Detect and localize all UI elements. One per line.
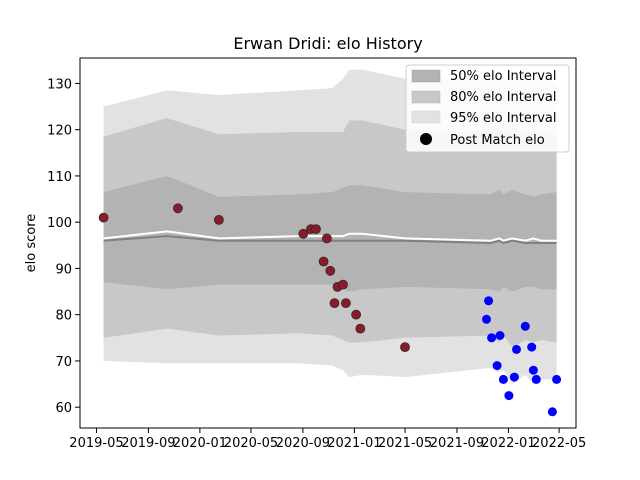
post-match-point [482,314,491,324]
post-match-point [329,298,340,309]
post-match-point [318,256,329,267]
y-axis-label: elo score [24,214,39,273]
post-match-point [298,228,309,239]
x-tick-label: 2019-09 [121,436,175,451]
post-match-point [172,203,183,214]
median-elo-line [103,235,557,245]
post-match-point [528,365,538,375]
y-tick-label: 130 [47,77,72,92]
post-match-point [484,296,494,306]
y-tick-label: 70 [55,355,72,370]
y-tick-label: 100 [47,216,72,231]
x-tick-label: 2019-05 [69,436,123,451]
post-match-point [552,374,562,384]
chart-title: Erwan Dridi: elo History [233,34,422,53]
x-tick-label: 2022-05 [532,436,586,451]
post-match-point [311,224,321,235]
post-match-point [512,344,521,354]
legend-marker-point [420,133,432,145]
legend-entry-points: Post Match elo [450,133,545,148]
post-match-point [400,342,410,353]
post-match-point [338,279,348,290]
legend-swatch-50 [411,69,441,83]
post-match-point [509,372,519,382]
post-match-point [495,331,505,340]
post-match-point [213,214,224,225]
x-tick-label: 2022-01 [481,436,535,451]
y-tick-label: 60 [55,401,72,416]
x-tick-label: 2020-05 [224,436,278,451]
y-tick-label: 120 [47,124,72,139]
post-match-point [527,342,537,352]
y-tick-label: 90 [55,262,72,277]
y-axis: 60 70 80 90 100 110 120 130 [47,77,80,416]
legend-entry-95: 95% elo Interval [450,111,557,126]
x-tick-label: 2021-01 [327,436,381,451]
plot-frame [79,57,577,429]
post-match-point [492,361,502,371]
legend-entry-50: 50% elo Interval [450,69,557,84]
y-tick-label: 80 [55,309,72,324]
y-tick-label: 110 [47,170,72,185]
post-match-point [355,323,366,334]
post-match-point [498,374,508,384]
band-50-interval [103,175,557,292]
post-match-point [547,407,557,417]
legend: 50% elo Interval 80% elo Interval 95% el… [405,64,570,153]
x-axis: 2019-052019-092020-012020-052020-092021-… [69,428,586,451]
post-match-point [351,309,362,320]
x-tick-label: 2020-09 [276,436,330,451]
post-match-point [340,298,351,309]
post-match-points [98,203,562,417]
legend-entry-80: 80% elo Interval [450,90,557,105]
legend-box [405,64,570,153]
legend-swatch-80 [411,90,441,104]
legend-swatch-95 [411,110,441,124]
mean-elo-line [103,230,557,242]
x-tick-label: 2021-05 [378,436,432,451]
x-tick-label: 2020-01 [173,436,227,451]
post-match-point [531,374,541,384]
post-match-point [321,233,332,244]
post-match-point [98,212,109,223]
post-match-point [325,265,336,276]
post-match-point [520,321,530,331]
post-match-point [487,333,497,343]
post-match-point [504,391,514,401]
x-tick-label: 2021-09 [430,436,484,451]
